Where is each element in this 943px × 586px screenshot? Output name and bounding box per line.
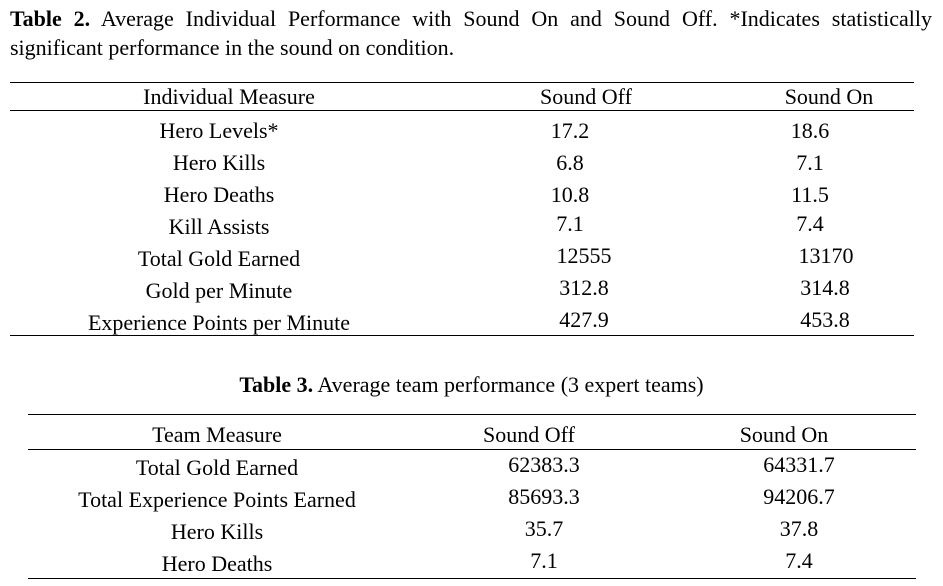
table3-row-sound-on: 37.8 <box>779 516 819 541</box>
table2-row-sound-on: 13170 <box>798 243 854 268</box>
table3-header-sound-on: Sound On <box>739 422 829 447</box>
table3-bottom-rule <box>28 578 916 579</box>
table2-row-sound-off: 10.8 <box>550 182 590 207</box>
table3-header-measure: Team Measure <box>152 422 282 447</box>
table2-row-sound-off: 7.1 <box>556 211 584 236</box>
table3-row-sound-off: 35.7 <box>524 516 564 541</box>
table2-row-sound-on: 453.8 <box>800 307 850 332</box>
table3-row-sound-off: 7.1 <box>530 548 558 573</box>
table2-row-label: Hero Deaths <box>163 182 275 207</box>
table2-bottom-rule <box>10 335 914 336</box>
table3-caption-text: Average team performance (3 expert teams… <box>317 372 704 397</box>
table2-caption-text: Average Individual Performance with Soun… <box>10 6 932 60</box>
table2-row-sound-off: 17.2 <box>550 118 590 143</box>
table2-row-label: Kill Assists <box>168 214 270 239</box>
table2-top-rule <box>10 82 914 83</box>
table3-row-label: Total Experience Points Earned <box>78 487 356 512</box>
table3-row-label: Hero Kills <box>170 519 264 544</box>
table2-row-label: Hero Levels* <box>159 118 279 143</box>
table2-header-rule <box>10 110 914 111</box>
table3-header-rule <box>28 449 916 450</box>
table3-row-sound-on: 7.4 <box>785 548 813 573</box>
table2-row-label: Hero Kills <box>172 150 266 175</box>
table2-row-sound-on: 18.6 <box>790 118 830 143</box>
table2-row-sound-on: 7.1 <box>796 150 824 175</box>
table3-row-sound-off: 62383.3 <box>508 452 580 477</box>
table3-header-sound-off: Sound Off <box>483 422 575 447</box>
table2-row-sound-on: 314.8 <box>800 275 850 300</box>
table3-row-label: Hero Deaths <box>161 551 273 576</box>
table2-row-label: Experience Points per Minute <box>87 310 351 335</box>
table3-top-rule <box>28 414 916 415</box>
table2-row-sound-off: 6.8 <box>556 150 584 175</box>
table2-row-sound-off: 427.9 <box>559 307 609 332</box>
table2-caption: Table 2. Average Individual Performance … <box>10 4 932 62</box>
table2-caption-label: Table 2. <box>10 6 91 31</box>
table3-row-sound-off: 85693.3 <box>508 484 580 509</box>
table3-row-sound-on: 64331.7 <box>763 452 835 477</box>
table2-row-label: Gold per Minute <box>145 278 293 303</box>
table2-row-sound-on: 7.4 <box>796 211 824 236</box>
table3-caption: Table 3. Average team performance (3 exp… <box>0 371 943 399</box>
table3-caption-label: Table 3. <box>239 372 314 397</box>
table2-header-measure: Individual Measure <box>143 84 315 109</box>
table2-row-label: Total Gold Earned <box>137 246 301 271</box>
table2-row-sound-off: 312.8 <box>559 275 609 300</box>
table3-row-sound-on: 94206.7 <box>763 484 835 509</box>
table3-row-label: Total Gold Earned <box>135 455 299 480</box>
table2-row-sound-on: 11.5 <box>791 182 829 207</box>
table2-row-sound-off: 12555 <box>556 243 612 268</box>
table2-header-sound-on: Sound On <box>784 84 874 109</box>
table2-header-sound-off: Sound Off <box>540 84 632 109</box>
